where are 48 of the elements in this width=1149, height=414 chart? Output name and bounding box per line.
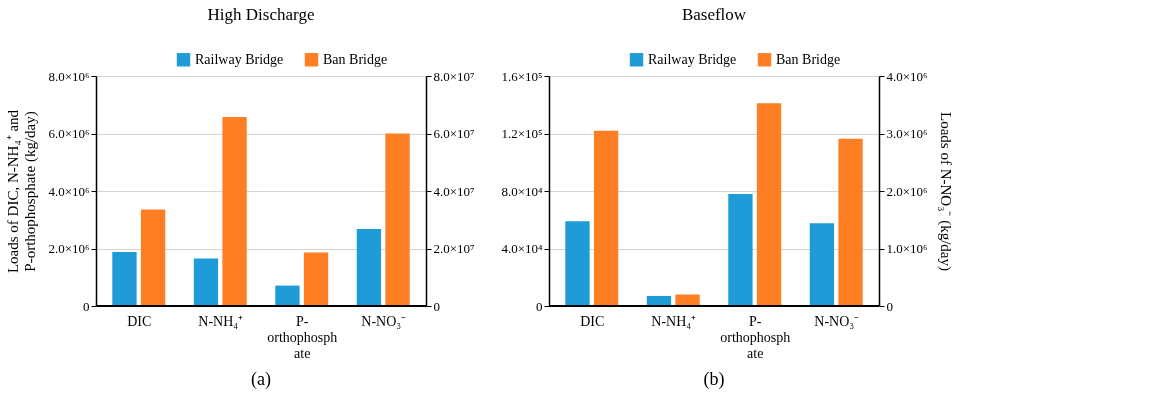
bar — [303, 252, 329, 306]
legend-label: Ban Bridge — [323, 51, 388, 67]
y2-tick-label: 8.0×10⁷ — [433, 68, 475, 84]
bar — [222, 117, 247, 306]
bar — [193, 258, 219, 306]
bar — [728, 193, 753, 306]
legend-label: Railway Bridge — [648, 51, 737, 67]
y-tick-label: 0 — [536, 298, 543, 314]
y2-axis-title: Loads of N-NO₃⁻ (kg/day) — [936, 112, 954, 271]
y-tick-label: 1.2×10⁵ — [501, 126, 543, 141]
x-tick-label: N-NH₄⁺ — [198, 313, 244, 329]
x-tick-label: P- orthophosph ate — [720, 313, 791, 361]
bar — [565, 221, 590, 306]
x-tick-label: DIC — [127, 313, 152, 329]
y2-tick-label: 3.0×10⁶ — [886, 126, 928, 141]
bar — [275, 285, 300, 306]
y2-tick-label: 4.0×10⁷ — [433, 183, 475, 199]
y-tick-label: 4.0×10⁴ — [501, 241, 543, 256]
bar — [756, 103, 782, 306]
text: (b) — [703, 369, 725, 390]
y2-tick-label: 2.0×10⁶ — [886, 183, 928, 199]
y2-tick-label: 1.0×10⁶ — [886, 241, 928, 256]
x-tick-label: DIC — [580, 313, 605, 329]
y2-tick-label: 4.0×10⁶ — [886, 68, 928, 84]
chart-title: High Discharge — [207, 5, 315, 24]
y-tick-label: 1.6×10⁵ — [501, 68, 543, 84]
x-tick-label: N-NO₃⁻ — [361, 313, 407, 329]
legend-label: Ban Bridge — [776, 51, 841, 67]
x-tick-label: N-NO₃⁻ — [814, 313, 860, 329]
y2-tick-label: 6.0×10⁷ — [433, 126, 475, 141]
bar — [140, 209, 166, 306]
y-tick-label: 8.0×10⁴ — [501, 183, 543, 199]
y-tick-label: 8.0×10⁶ — [48, 68, 90, 84]
legend-label: Railway Bridge — [195, 51, 284, 67]
bar — [112, 251, 137, 306]
y2-tick-label: 0 — [433, 298, 440, 314]
text: (a) — [251, 369, 271, 390]
chart-title: Baseflow — [681, 5, 747, 24]
x-tick-label: P- orthophosph ate — [267, 313, 338, 361]
y2-tick-label: 0 — [886, 298, 893, 314]
y-tick-label: 6.0×10⁶ — [48, 126, 90, 141]
y2-tick-label: 2.0×10⁷ — [433, 241, 475, 256]
y-tick-label: 2.0×10⁶ — [48, 241, 90, 256]
y-tick-label: 0 — [83, 298, 90, 314]
x-tick-label: N-NH₄⁺ — [651, 313, 697, 329]
y-tick-label: 4.0×10⁶ — [48, 183, 90, 199]
y-axis-title: Loads of DIC, N-NH₄⁺ and P-orthophosphate (kg/day) — [5, 109, 40, 274]
bar — [593, 130, 619, 306]
